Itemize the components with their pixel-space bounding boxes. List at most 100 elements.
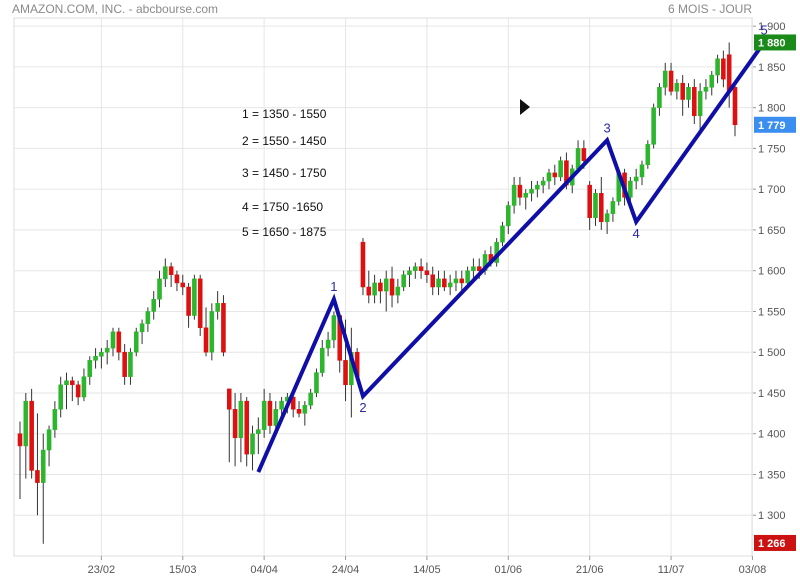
x-tick-label: 23/02 bbox=[88, 564, 116, 576]
candle-body bbox=[46, 429, 52, 451]
candle-body bbox=[302, 404, 308, 414]
candle-body bbox=[407, 270, 412, 276]
candle-body bbox=[447, 282, 453, 288]
candle-body bbox=[535, 184, 540, 190]
candle-body bbox=[430, 274, 436, 288]
wave-legend-3: 3 = 1450 - 1750 bbox=[242, 166, 327, 180]
candle-body bbox=[157, 278, 162, 300]
candle-body bbox=[40, 449, 46, 483]
y-tick-label: 1 900 bbox=[758, 21, 786, 33]
candle-body bbox=[319, 347, 325, 373]
candle-body bbox=[87, 360, 93, 377]
candle-body bbox=[267, 400, 273, 426]
candle-body bbox=[540, 180, 546, 186]
candle-body bbox=[721, 58, 726, 80]
candle-body bbox=[715, 58, 720, 76]
candle-body bbox=[256, 429, 261, 434]
candle-body bbox=[575, 148, 581, 170]
candle-body bbox=[587, 184, 592, 218]
y-tick-label: 1 300 bbox=[758, 510, 786, 522]
y-tick-label: 1 850 bbox=[758, 62, 786, 74]
y-tick-label: 1 400 bbox=[758, 429, 786, 441]
x-tick-label: 24/04 bbox=[332, 564, 360, 576]
x-tick-label: 14/05 bbox=[413, 564, 441, 576]
candle-body bbox=[314, 372, 319, 394]
chart-title: AMAZON.COM, INC. - abcbourse.com bbox=[12, 2, 219, 16]
candle-body bbox=[168, 266, 174, 276]
candle-body bbox=[244, 400, 249, 455]
y-tick-label: 1 500 bbox=[758, 347, 786, 359]
candle-body bbox=[459, 278, 465, 284]
candle-body bbox=[238, 400, 244, 439]
candle-body bbox=[104, 347, 110, 353]
candle-body bbox=[593, 193, 598, 218]
candle-body bbox=[418, 266, 424, 271]
wave-label-2: 2 bbox=[359, 400, 366, 415]
wave-legend-2: 2 = 1550 - 1450 bbox=[242, 134, 327, 148]
candle-body bbox=[500, 225, 505, 243]
candle-body bbox=[383, 278, 389, 292]
candle-body bbox=[465, 270, 470, 284]
candle-body bbox=[413, 266, 418, 271]
candle-body bbox=[23, 400, 29, 447]
candle-body bbox=[529, 188, 534, 194]
candle-body bbox=[686, 87, 691, 100]
candle-body bbox=[628, 180, 633, 198]
candle-body bbox=[599, 193, 604, 223]
candle-body bbox=[139, 323, 145, 333]
candle-body bbox=[232, 409, 238, 439]
candle-body bbox=[197, 278, 203, 329]
candle-body bbox=[133, 331, 139, 353]
candle-body bbox=[279, 400, 284, 410]
high-price-badge-label: 1 880 bbox=[758, 37, 786, 49]
candle-body bbox=[651, 107, 656, 145]
candle-body bbox=[657, 87, 662, 108]
candle-body bbox=[215, 303, 220, 312]
candle-body bbox=[389, 278, 395, 296]
candle-body bbox=[110, 331, 116, 349]
candle-body bbox=[674, 82, 680, 92]
candle-body bbox=[331, 315, 337, 341]
x-tick-label: 04/04 bbox=[250, 564, 278, 576]
x-tick-label: 03/08 bbox=[739, 564, 767, 576]
candle-body bbox=[261, 400, 267, 430]
candle-body bbox=[174, 274, 180, 284]
candle-body bbox=[75, 384, 81, 398]
candle-body bbox=[64, 380, 69, 386]
candle-body bbox=[273, 409, 279, 426]
candle-body bbox=[645, 144, 651, 165]
wave-label-4: 4 bbox=[633, 226, 640, 241]
candle-body bbox=[511, 184, 517, 206]
candle-body bbox=[70, 380, 75, 386]
candle-body bbox=[552, 172, 558, 178]
wave-label-5: 5 bbox=[760, 22, 767, 37]
candle-body bbox=[401, 274, 406, 288]
wave-label-1: 1 bbox=[330, 279, 337, 294]
candle-body bbox=[35, 470, 40, 483]
candle-body bbox=[517, 184, 523, 198]
candle-body bbox=[709, 74, 715, 88]
candle-body bbox=[604, 213, 610, 223]
candle-body bbox=[203, 327, 209, 353]
chart-period: 6 MOIS - JOUR bbox=[667, 2, 752, 16]
wave-label-3: 3 bbox=[603, 120, 610, 135]
wave-line bbox=[256, 41, 766, 473]
candle-body bbox=[58, 384, 63, 410]
candle-body bbox=[546, 172, 552, 182]
low-price-badge bbox=[754, 534, 796, 551]
y-tick-label: 1 650 bbox=[758, 225, 786, 237]
candle-body bbox=[639, 164, 645, 178]
wave-legend-4: 4 = 1750 -1650 bbox=[242, 200, 324, 214]
candle-body bbox=[726, 54, 732, 92]
candle-body bbox=[52, 409, 58, 430]
candle-body bbox=[81, 376, 87, 398]
y-tick-label: 1 550 bbox=[758, 306, 786, 318]
play-icon[interactable] bbox=[520, 99, 530, 115]
candle-body bbox=[668, 70, 674, 92]
candle-body bbox=[476, 266, 482, 271]
candle-body bbox=[442, 278, 447, 288]
candle-body bbox=[116, 331, 122, 353]
candle-body bbox=[99, 351, 104, 357]
wave-legend-1: 1 = 1350 - 1550 bbox=[242, 107, 327, 121]
candle-body bbox=[703, 87, 709, 92]
